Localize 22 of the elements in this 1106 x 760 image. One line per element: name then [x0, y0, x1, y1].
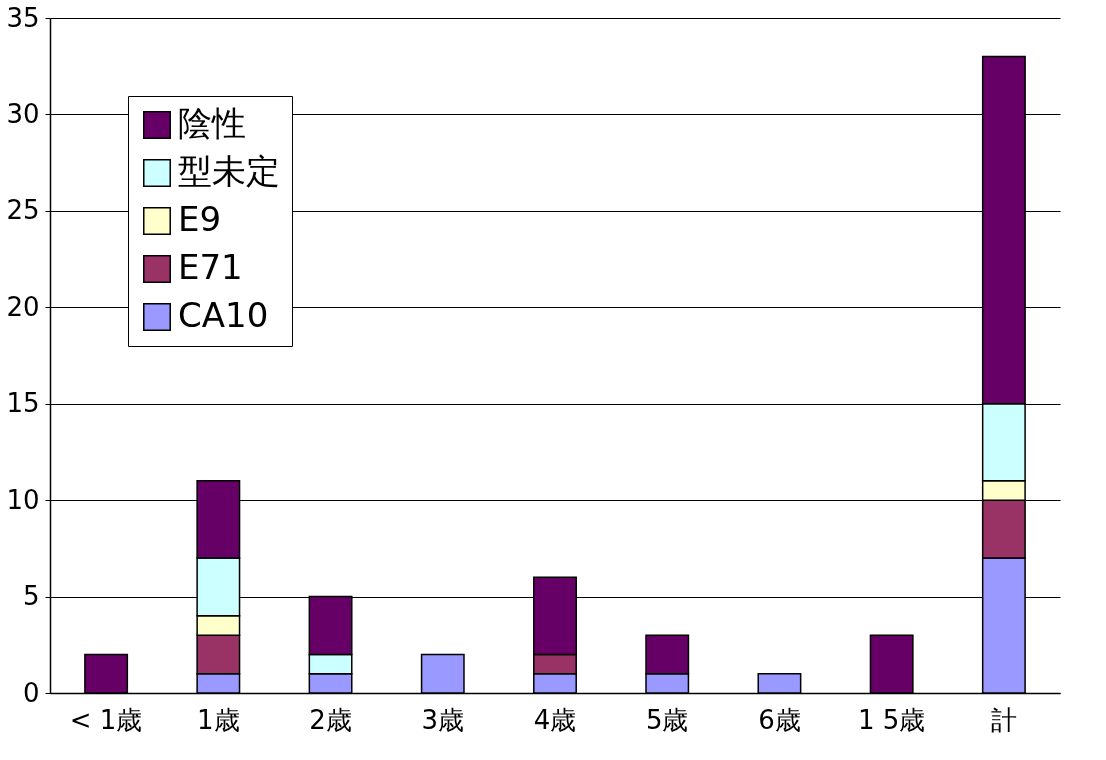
y-tick-label: 5 — [22, 581, 40, 612]
y-tick-label: 30 — [6, 98, 40, 129]
y-tick-label: 35 — [6, 2, 40, 33]
legend-label: E9 — [178, 199, 222, 239]
legend-label: E71 — [178, 247, 243, 287]
x-tick-label: < 1歳 — [69, 704, 143, 735]
x-tick-label: 2歳 — [309, 704, 352, 735]
x-tick-label: 計 — [990, 704, 1017, 735]
x-tick-label: 6歳 — [758, 704, 801, 735]
y-tick-label: 25 — [6, 195, 40, 226]
x-tick-label: 4歳 — [533, 704, 577, 735]
x-tick-label: 5歳 — [645, 704, 689, 735]
y-tick-label: 10 — [6, 484, 40, 515]
x-tick-label: 3歳 — [421, 704, 465, 735]
legend-label: 陰性 — [178, 103, 246, 143]
y-tick-label: 0 — [22, 677, 40, 708]
y-tick-label: 15 — [6, 388, 40, 419]
y-tick-label: 20 — [6, 291, 40, 322]
x-tick-label: 1 5歳 — [857, 704, 926, 735]
legend-label: 型未定 — [178, 151, 280, 191]
x-tick-label: 1歳 — [197, 704, 240, 735]
legend-label: CA10 — [178, 295, 269, 335]
